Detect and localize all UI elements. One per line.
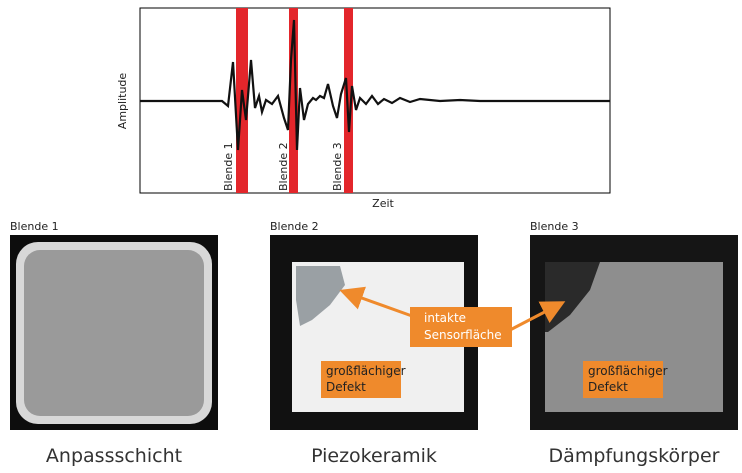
gate-label: Blende 3 bbox=[331, 142, 344, 191]
gate-label: Blende 2 bbox=[277, 142, 290, 191]
panel-label: Blende 1 bbox=[10, 220, 59, 233]
figure: Zeit Amplitude Blende 1 Blende 2 Blende … bbox=[0, 0, 742, 473]
panel-label: Blende 2 bbox=[270, 220, 319, 233]
x-axis-label: Zeit bbox=[372, 197, 394, 210]
page: Zeit Amplitude Blende 1 Blende 2 Blende … bbox=[0, 0, 742, 473]
annotation: großflächiger bbox=[326, 364, 406, 378]
waveform bbox=[140, 20, 610, 150]
panel-caption: Dämpfungskörper bbox=[549, 445, 720, 467]
panel-caption: Anpassschicht bbox=[46, 445, 182, 467]
panel-caption: Piezokeramik bbox=[311, 445, 437, 467]
callout: intakte bbox=[424, 311, 466, 325]
gate-label: Blende 1 bbox=[222, 142, 235, 191]
callout: Sensorfläche bbox=[424, 328, 502, 342]
annotation: Defekt bbox=[326, 380, 366, 394]
y-axis-label: Amplitude bbox=[116, 73, 129, 130]
annotation: großflächiger bbox=[588, 364, 668, 378]
panel-label: Blende 3 bbox=[530, 220, 579, 233]
scan-layer bbox=[24, 250, 204, 416]
annotation: Defekt bbox=[588, 380, 628, 394]
